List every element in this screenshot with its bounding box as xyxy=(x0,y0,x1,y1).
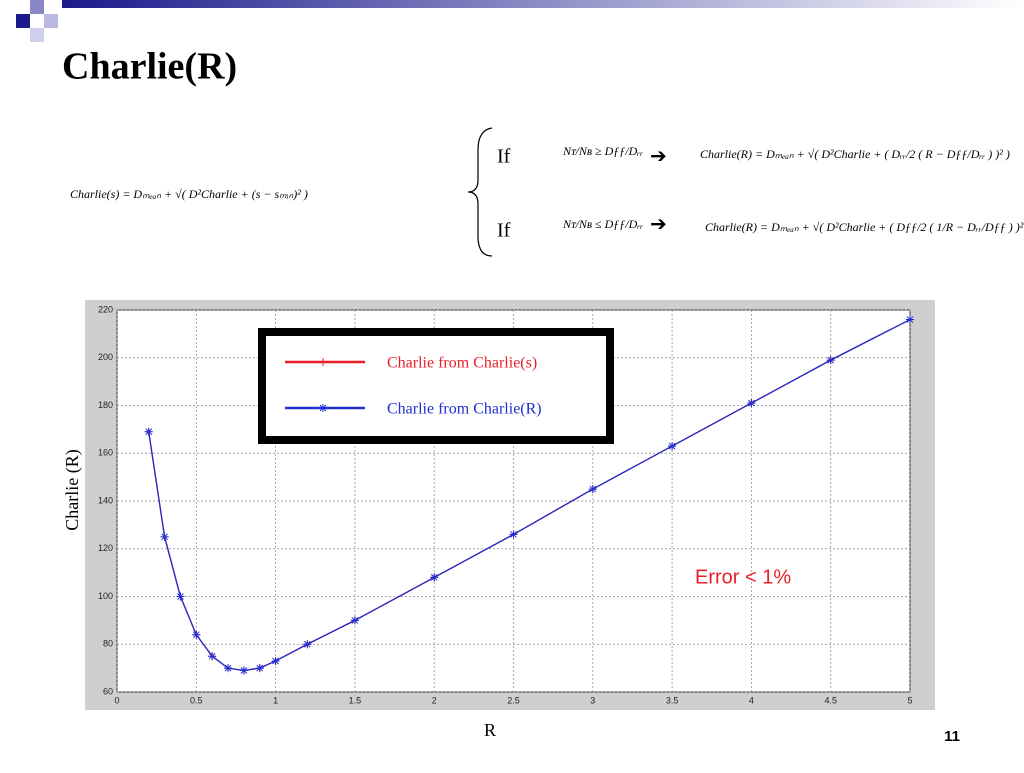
deco-square xyxy=(16,14,30,28)
x-axis-label: R xyxy=(484,720,496,740)
deco-square xyxy=(30,28,44,42)
point-marker xyxy=(350,616,359,625)
case-result: Charlie(R) = Dₘₑₐₙ + √( D²Charlie + ( Dƒ… xyxy=(705,220,1024,234)
page-number: 11 xyxy=(944,728,960,745)
y-tick-label: 220 xyxy=(98,304,113,314)
arrow: ➔ xyxy=(650,146,667,168)
legend: Charlie from Charlie(s) Charlie from Char… xyxy=(285,355,542,418)
point-marker xyxy=(255,664,264,673)
x-tick-label: 3 xyxy=(590,695,595,705)
x-tick-label: 2.5 xyxy=(507,695,520,705)
point-marker xyxy=(906,315,914,324)
legend-marker xyxy=(319,404,327,412)
brace xyxy=(467,127,493,257)
x-tick-label: 0 xyxy=(114,695,119,705)
point-marker xyxy=(826,356,835,365)
case-result: Charlie(R) = Dₘₑₐₙ + √( D²Charlie + ( Dᵣ… xyxy=(700,147,1010,161)
y-tick-label: 160 xyxy=(98,448,113,458)
point-marker xyxy=(239,666,248,675)
y-tick-label: 120 xyxy=(98,543,113,553)
point-marker xyxy=(747,399,756,408)
y-tick-label: 80 xyxy=(103,639,113,649)
y-tick-label: 100 xyxy=(98,591,113,601)
y-axis-label: Charlie (R) xyxy=(62,449,83,530)
case-if: If xyxy=(497,146,511,168)
point-marker xyxy=(144,427,153,436)
point-marker xyxy=(208,652,217,661)
y-tick-label: 140 xyxy=(98,495,113,505)
x-tick-label: 4.5 xyxy=(824,695,837,705)
arrow: ➔ xyxy=(650,214,667,236)
point-marker xyxy=(192,630,201,639)
legend-box xyxy=(258,328,614,444)
series-line xyxy=(148,318,911,672)
y-tick-label: 60 xyxy=(103,686,113,696)
formula: Charlie(s) = Dₘₑₐₙ + √( D²Charlie + (s −… xyxy=(70,187,308,201)
deco-square xyxy=(30,0,44,14)
point-marker xyxy=(303,640,312,649)
point-marker xyxy=(176,592,185,601)
header-bar xyxy=(62,0,1024,8)
x-tick-label: 1.5 xyxy=(349,695,362,705)
annotation: Error < 1% xyxy=(695,566,791,588)
plot: 0 0.5 1 1.5 2 2.5 3 3.5 4 4.5 5 60 80 100 120 140 160 180… xyxy=(98,304,914,705)
legend-label: Charlie from Charlie(R) xyxy=(387,401,542,418)
x-tick-label: 3.5 xyxy=(666,695,679,705)
legend-label: Charlie from Charlie(s) xyxy=(387,355,537,372)
case-if: If xyxy=(497,220,511,242)
y-tick-label: 200 xyxy=(98,352,113,362)
deco-square xyxy=(44,14,58,28)
x-tick-label: 4 xyxy=(749,695,754,705)
legend-marker xyxy=(319,358,327,366)
x-tick-label: 5 xyxy=(907,695,912,705)
x-tick-label: 1 xyxy=(273,695,278,705)
y-tick-label: 180 xyxy=(98,400,113,410)
point-marker xyxy=(224,664,233,673)
slide-title: Charlie(R) xyxy=(62,46,237,88)
point-marker xyxy=(160,532,169,541)
point-marker xyxy=(668,442,677,451)
case-condition: Nᴛ/Nʙ ≥ Dƒƒ/Dᵣᵣ xyxy=(562,144,643,158)
x-tick-label: 0.5 xyxy=(190,695,203,705)
point-marker xyxy=(588,485,597,494)
x-tick-label: 2 xyxy=(432,695,437,705)
point-marker xyxy=(430,573,439,582)
point-marker xyxy=(271,656,280,665)
point-marker xyxy=(509,530,518,539)
case-condition: Nᴛ/Nʙ ≤ Dƒƒ/Dᵣᵣ xyxy=(562,217,643,231)
